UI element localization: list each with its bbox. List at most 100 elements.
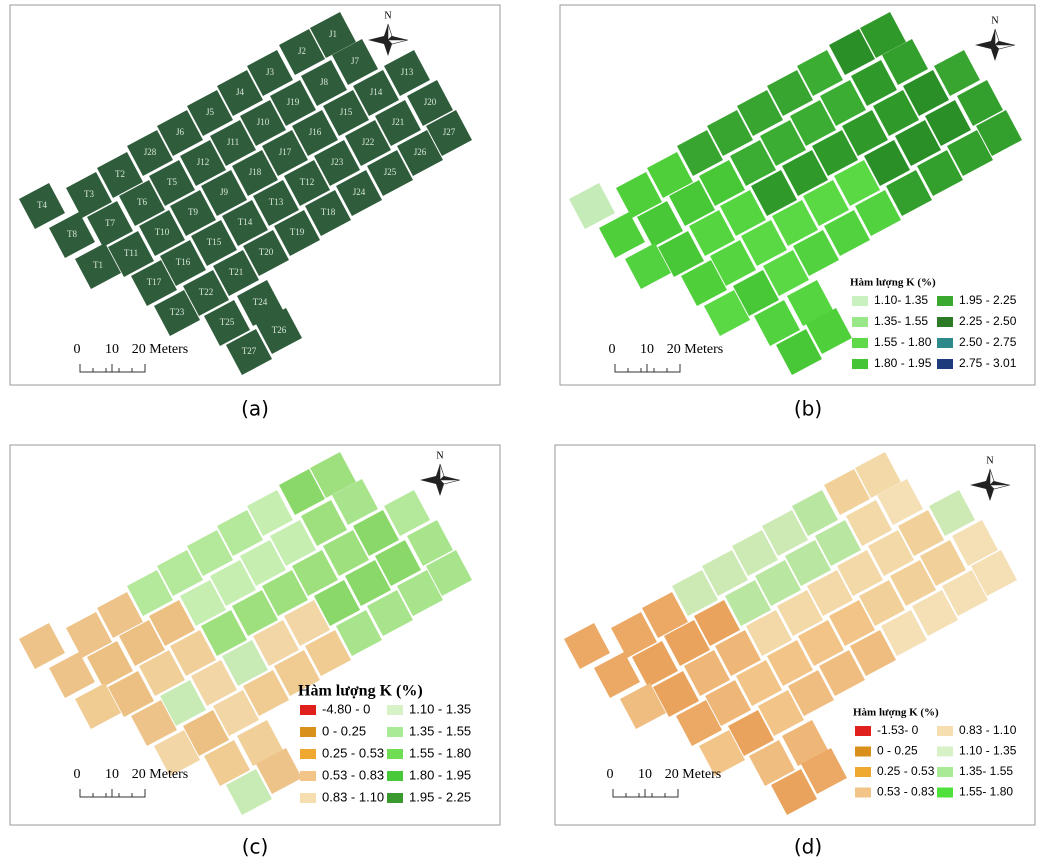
plot-label: J2: [298, 46, 306, 56]
legend-label: 0.53 - 0.83: [322, 767, 384, 782]
legend-swatch: [852, 317, 868, 327]
plot-label: J5: [206, 107, 215, 117]
figure: J1J2J7J13J3J8J14J20J4J19J15J21J27J5J10J1…: [0, 0, 1044, 863]
legend-title: Hàm lượng K (%): [850, 277, 936, 289]
legend-swatch: [937, 747, 953, 757]
legend-swatch: [300, 771, 316, 781]
north-label: N: [436, 450, 443, 461]
plot-label: T14: [238, 217, 253, 227]
legend-label: 0.25 - 0.53: [877, 764, 935, 778]
plot-label: J28: [144, 147, 157, 157]
plot-label: T7: [105, 218, 115, 228]
legend-label: 1.35 - 1.55: [409, 723, 471, 738]
plot-label: T18: [321, 207, 336, 217]
legend-label: 1.95 - 2.25: [409, 789, 471, 804]
legend-swatch: [852, 338, 868, 348]
legend-label: 0.25 - 0.53: [322, 745, 384, 760]
scale-label: 20 Meters: [667, 342, 723, 357]
north-label: N: [384, 10, 391, 21]
plot-label: J4: [236, 87, 245, 97]
legend-swatch: [937, 317, 953, 327]
plot-label: T22: [199, 287, 214, 297]
legend-swatch: [387, 705, 403, 715]
legend-swatch: [855, 788, 871, 798]
plot-label: T8: [67, 229, 77, 239]
plot-label: T5: [167, 177, 177, 187]
scale-label: 0: [74, 342, 81, 357]
panel-caption: (b): [794, 397, 822, 421]
legend-swatch: [300, 727, 316, 737]
scale-label: 10: [638, 767, 652, 782]
panel-caption: (d): [794, 835, 822, 859]
scale-label: 10: [105, 342, 119, 357]
plot-label: T25: [220, 317, 235, 327]
legend-label: 1.10 - 1.35: [409, 701, 471, 716]
north-label: N: [991, 15, 998, 26]
legend-swatch: [855, 747, 871, 757]
legend-title: Hàm lượng K (%): [853, 707, 939, 719]
plot-label: J14: [370, 87, 383, 97]
legend-label: 1.55- 1.80: [959, 785, 1013, 799]
legend-label: 1.35- 1.55: [874, 314, 928, 328]
plot-label: J18: [249, 167, 262, 177]
plot-label: J25: [384, 167, 397, 177]
plot-label: J21: [392, 117, 405, 127]
legend-label: 0.83 - 1.10: [322, 789, 384, 804]
legend-swatch: [852, 359, 868, 369]
plot-label: J13: [401, 67, 414, 77]
plot-label: T2: [115, 169, 125, 179]
panel-caption: (c): [242, 835, 269, 859]
legend-swatch: [300, 749, 316, 759]
plot-label: T9: [188, 207, 198, 217]
legend-swatch: [387, 793, 403, 803]
plot-label: J20: [424, 97, 437, 107]
plot-label: T16: [176, 257, 191, 267]
legend-label: 1.10- 1.35: [874, 293, 928, 307]
legend-swatch: [300, 793, 316, 803]
legend-swatch: [855, 767, 871, 777]
plot-label: J27: [443, 127, 456, 137]
plot-label: T4: [37, 200, 47, 210]
legend-label: -1.53- 0: [877, 723, 919, 737]
plot-label: J1: [329, 29, 337, 39]
north-label: N: [986, 455, 993, 466]
plot-label: J8: [320, 77, 329, 87]
plot-label: T26: [272, 325, 287, 335]
plot-label: J3: [266, 67, 275, 77]
legend-swatch: [937, 338, 953, 348]
plot-label: J11: [227, 137, 239, 147]
plot-label: T15: [207, 237, 222, 247]
plot-label: J24: [353, 187, 366, 197]
plot-label: T27: [242, 346, 257, 356]
legend-swatch: [937, 788, 953, 798]
legend-swatch: [300, 705, 316, 715]
legend-label: -4.80 - 0: [322, 701, 370, 716]
legend-label: 2.50 - 2.75: [959, 335, 1017, 349]
plot-label: J9: [220, 187, 229, 197]
plot-label: T21: [229, 267, 244, 277]
legend-label: 1.55 - 1.80: [409, 745, 471, 760]
legend-swatch: [387, 771, 403, 781]
plot-label: J10: [257, 117, 270, 127]
legend-swatch: [937, 726, 953, 736]
legend-label: 0.53 - 0.83: [877, 785, 935, 799]
scale-label: 0: [74, 767, 81, 782]
plot-label: J16: [309, 127, 322, 137]
legend-swatch: [937, 359, 953, 369]
plot-label: T19: [290, 227, 305, 237]
legend-label: 0.83 - 1.10: [959, 723, 1017, 737]
panel-caption: (a): [241, 397, 269, 421]
plot-label: T1: [93, 260, 103, 270]
plot-label: T10: [155, 227, 170, 237]
plot-label: J12: [197, 157, 210, 167]
scale-label: 20 Meters: [665, 767, 721, 782]
plot-label: J15: [340, 107, 353, 117]
scale-label: 20 Meters: [132, 767, 188, 782]
legend-label: 0 - 0.25: [322, 723, 366, 738]
legend-label: 1.80 - 1.95: [409, 767, 471, 782]
legend-swatch: [855, 726, 871, 736]
legend-swatch: [937, 767, 953, 777]
plot-label: T3: [84, 189, 94, 199]
plot-label: J7: [351, 56, 360, 66]
legend-swatch: [387, 749, 403, 759]
